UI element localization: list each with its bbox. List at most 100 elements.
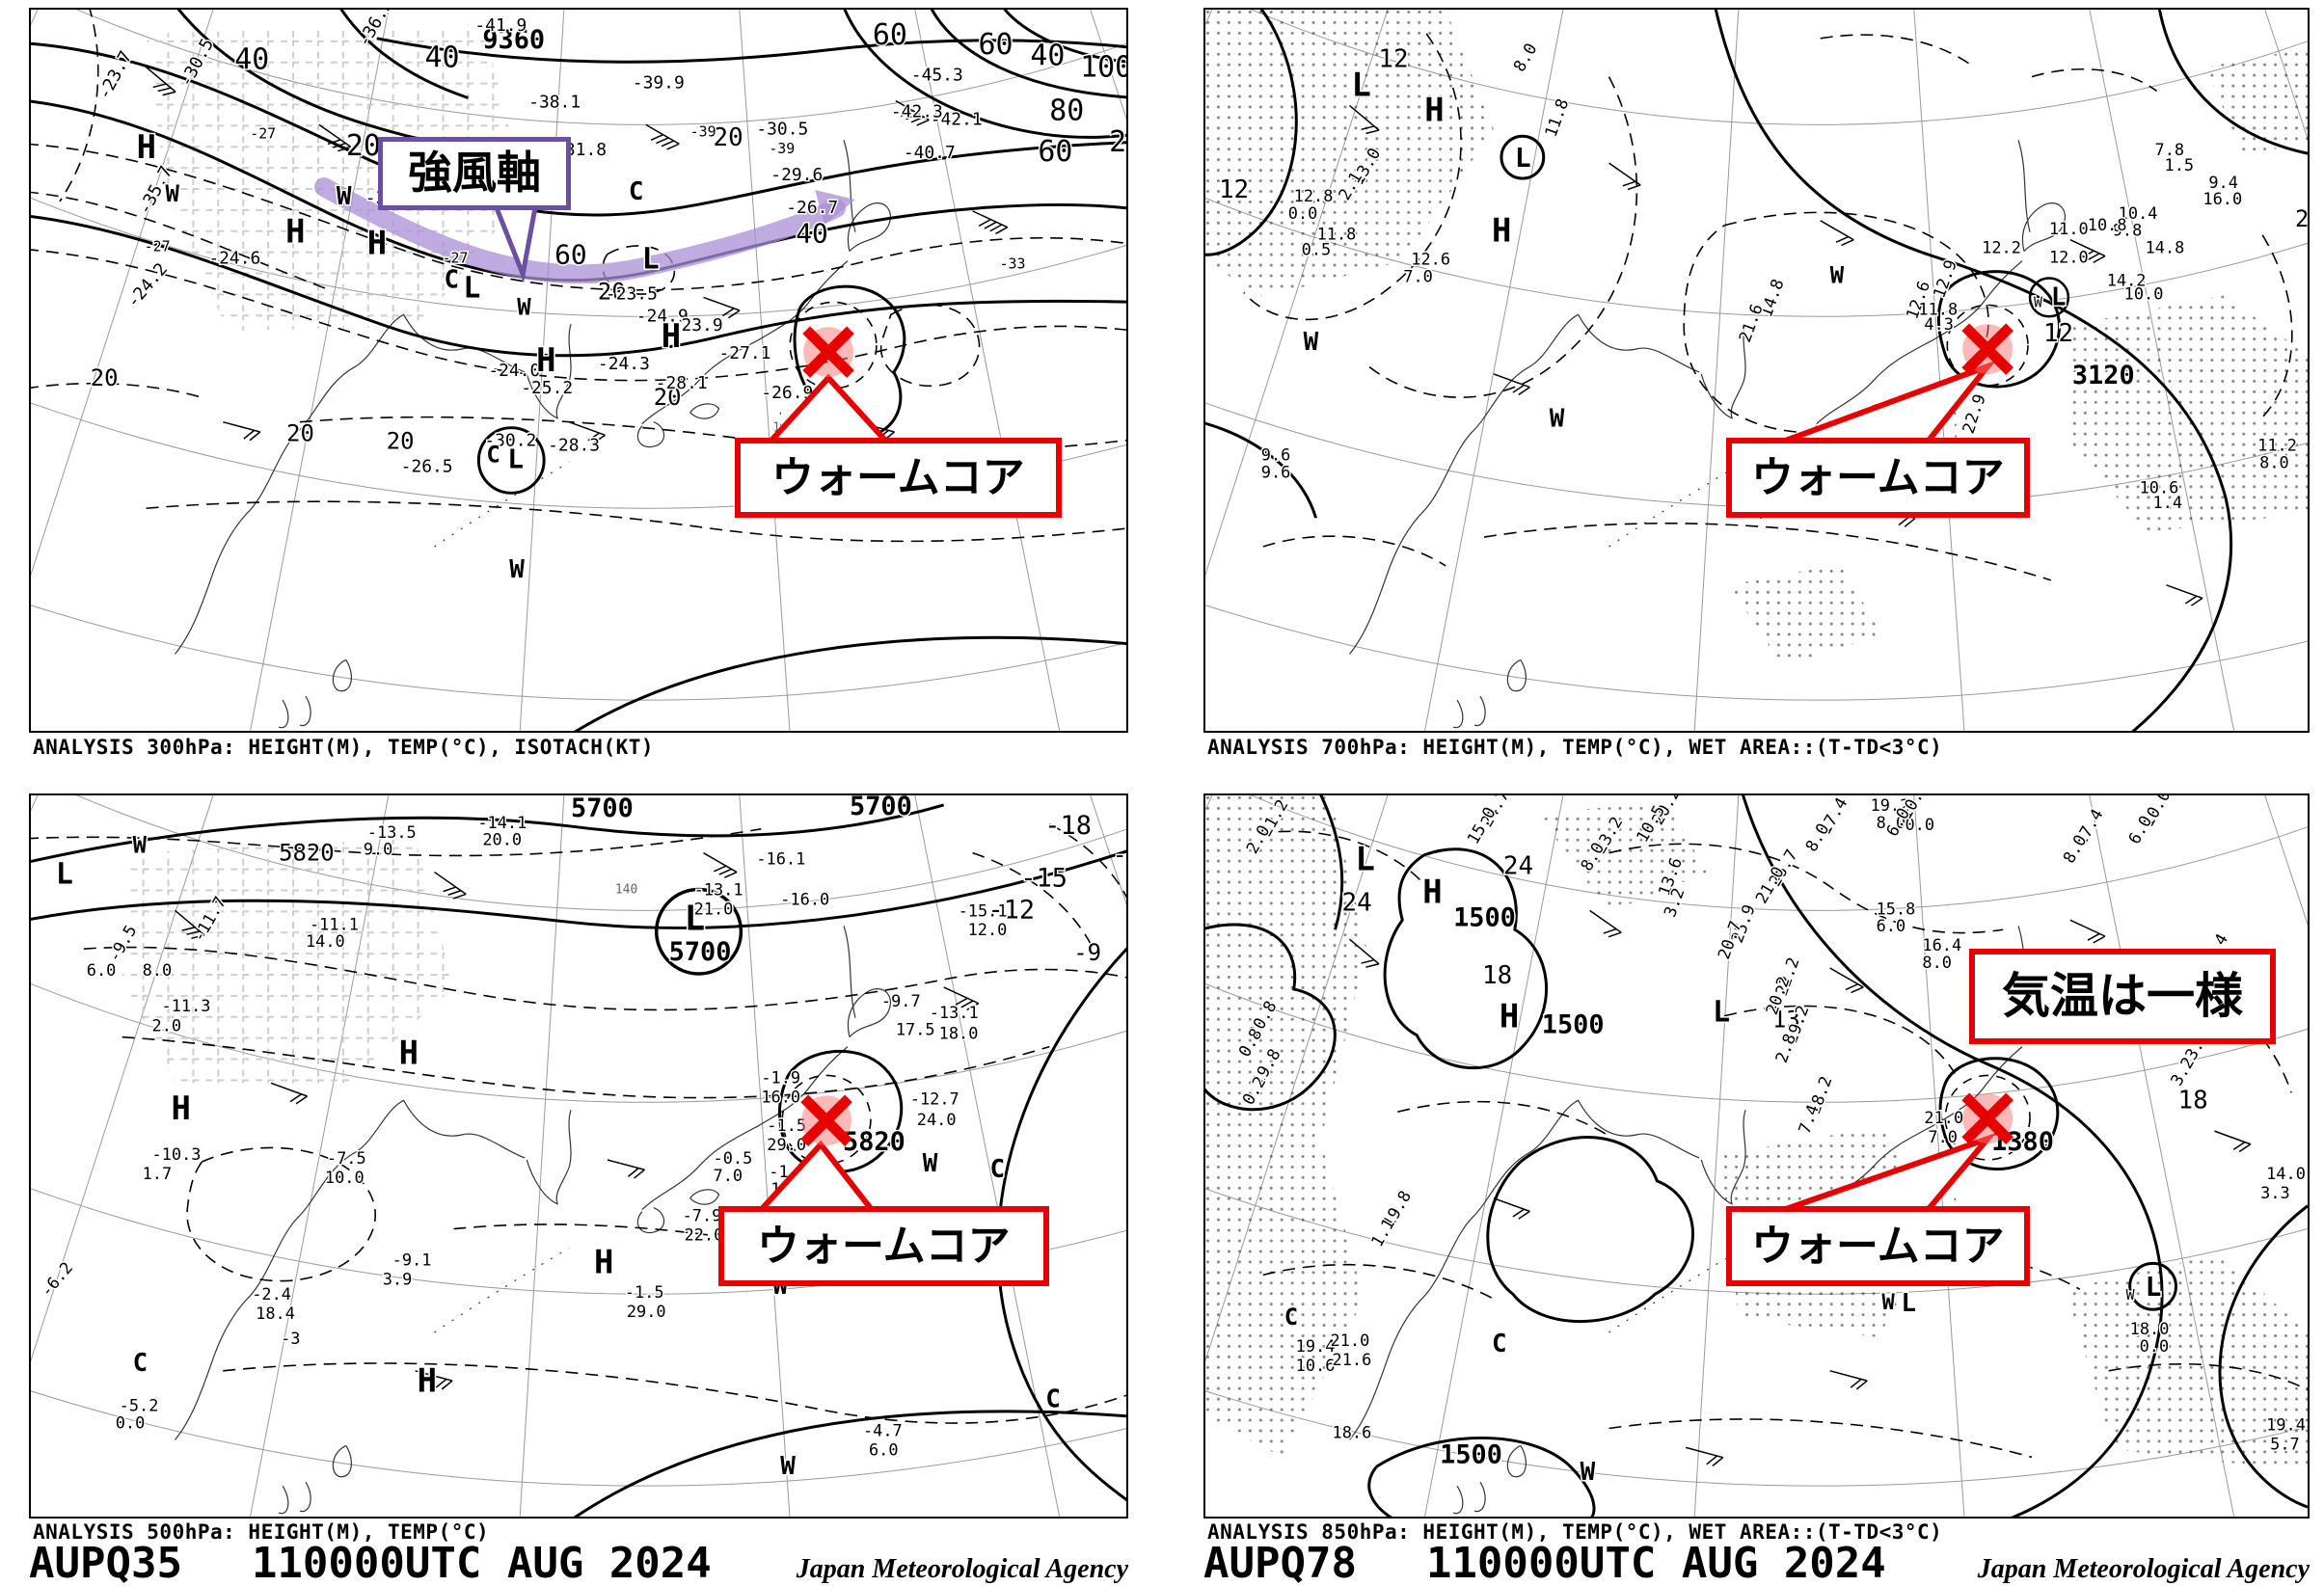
- wind-barb: [1686, 1446, 1723, 1459]
- map-label: 24: [1342, 888, 1372, 917]
- map-label: 10.6: [1296, 1356, 1336, 1375]
- panel-500hpa: 57005700L570058205820-18-15-12-9-6-14.12…: [29, 793, 1128, 1519]
- contours: [31, 803, 1126, 1517]
- map-label: L: [463, 271, 480, 305]
- isotherm-dashed-contour: [1262, 1263, 1495, 1300]
- closed-center-contour: [1500, 134, 1546, 180]
- wind-barb: [1589, 909, 1622, 933]
- height-solid-contour: [573, 1410, 1126, 1517]
- map-label: -4.7: [863, 1420, 903, 1439]
- footer-right: AUPQ78 110000UTC AUG 2024 Japan Meteorol…: [1203, 1539, 2310, 1586]
- map-label: -30.2: [484, 431, 536, 451]
- map-label: -12: [988, 895, 1036, 925]
- map-label: C: [1045, 1385, 1061, 1414]
- panel-caption-850hpa: ANALYSIS 850hPa: HEIGHT(M), TEMP(°C), WE…: [1207, 1520, 1943, 1544]
- map-label: 21.0: [1924, 1108, 1963, 1127]
- map-label: L: [1713, 996, 1730, 1030]
- map-label: 6.0: [87, 960, 117, 980]
- map-label: L: [642, 243, 660, 277]
- map-label: -28.3: [548, 436, 600, 456]
- map-label: -2.4: [252, 1284, 291, 1304]
- height-solid-contour: [777, 1049, 904, 1174]
- closed-center-contour: [476, 426, 546, 495]
- map-label: 1.4: [2153, 493, 2183, 512]
- map-label: 5700: [571, 795, 634, 823]
- map-label: L: [2146, 1271, 2162, 1303]
- map-label: 40: [1030, 40, 1065, 73]
- map-label: 22.0: [685, 1225, 724, 1245]
- isotherm-dashed-contour: [122, 1035, 1050, 1099]
- map-label: -27: [145, 238, 171, 255]
- chart-id-right: AUPQ78: [1203, 1539, 1357, 1586]
- height-solid-contour: [1205, 923, 1337, 1112]
- map-label: -1.5: [767, 1116, 806, 1135]
- height-solid-contour: [2158, 10, 2308, 155]
- wet-area-stipple: [2204, 47, 2308, 154]
- map-label: 11.0: [2049, 219, 2089, 238]
- map-label: 11.2: [2257, 436, 2297, 455]
- map-label: 14.0: [306, 931, 345, 951]
- map-label: 19.4: [1296, 1336, 1336, 1356]
- map-500hpa: 57005700L570058205820-18-15-12-9-6-14.12…: [31, 795, 1126, 1517]
- map-label: -25.2: [521, 378, 573, 398]
- map-label: 17.5: [896, 1020, 935, 1039]
- map-label: 60: [1038, 135, 1072, 169]
- isotherm-dashed-contour: [1262, 535, 1446, 567]
- map-label: 8.0: [1509, 40, 1541, 74]
- map-label: 20: [346, 129, 381, 163]
- map-label: -39.9: [633, 73, 685, 94]
- map-label: L: [2051, 282, 2067, 311]
- map-label: 12.2: [1982, 238, 2021, 257]
- height-solid-contour: [1319, 795, 1344, 930]
- map-label: 12: [2043, 319, 2073, 348]
- wind-barb: [568, 421, 606, 437]
- map-label: 19.4: [2266, 1414, 2306, 1434]
- map-label: -27: [250, 124, 276, 142]
- map-label: 10.0: [2124, 283, 2164, 303]
- closed-center-contour: [654, 887, 743, 976]
- height-solid-contour: [793, 284, 906, 439]
- map-label: 18.0: [939, 1024, 979, 1043]
- isotherm-dashed-contour: [186, 1146, 376, 1282]
- map-label: -26.9: [761, 383, 813, 403]
- map-label: 6.0: [1877, 916, 1906, 935]
- map-label: 14.0: [2266, 1164, 2306, 1183]
- wind-barbs: [1348, 909, 2252, 1467]
- map-label: 21.6: [1333, 1350, 1372, 1369]
- height-solid-contour: [1367, 1436, 1596, 1517]
- map-label: -26.7: [786, 198, 838, 218]
- isotherm-dashed-contour: [2261, 234, 2293, 418]
- map-label: -29.6: [770, 165, 823, 185]
- map-label: H: [1492, 212, 1511, 250]
- map-label: -7.5: [327, 1148, 366, 1168]
- map-label: -7.9: [683, 1206, 722, 1225]
- wind-barbs: [146, 67, 1009, 444]
- annotation-pointers: [1782, 1092, 2013, 1213]
- height-solid-contour: [1003, 10, 1126, 64]
- map-label: -33: [999, 255, 1025, 273]
- map-label: -9.1: [392, 1250, 432, 1269]
- height-solid-contour: [2218, 1204, 2308, 1509]
- map-label: 2.0: [152, 1016, 182, 1035]
- height-solid-contour: [1714, 10, 2233, 731]
- map-label: 10.0: [325, 1168, 365, 1187]
- map-label: 0.5: [1302, 240, 1332, 259]
- isotherm-dashed-contour: [1397, 1100, 1609, 1137]
- map-700hpa: 12LH12HL123120211.28.010.61.4WWWLW13.02.…: [1205, 10, 2308, 731]
- map-label: 20.0: [482, 830, 522, 849]
- map-label: 9360: [482, 25, 545, 55]
- map-label: C: [1284, 1304, 1298, 1331]
- map-label: -27: [442, 250, 468, 267]
- uniform-temp-callout: 気温は一様: [1969, 949, 2276, 1044]
- map-label: 14.8: [2146, 238, 2185, 257]
- height-solid-contour: [31, 803, 945, 864]
- map-label: -28.1: [656, 373, 708, 393]
- map-label: 12: [1378, 45, 1408, 74]
- contours: [31, 10, 1126, 731]
- map-label: 5820: [279, 840, 335, 867]
- map-label: -23.9: [671, 315, 723, 336]
- map-label: H: [1500, 998, 1519, 1035]
- map-label: H: [418, 1362, 437, 1400]
- map-label: W: [337, 182, 352, 211]
- height-solid-contour: [843, 10, 1126, 139]
